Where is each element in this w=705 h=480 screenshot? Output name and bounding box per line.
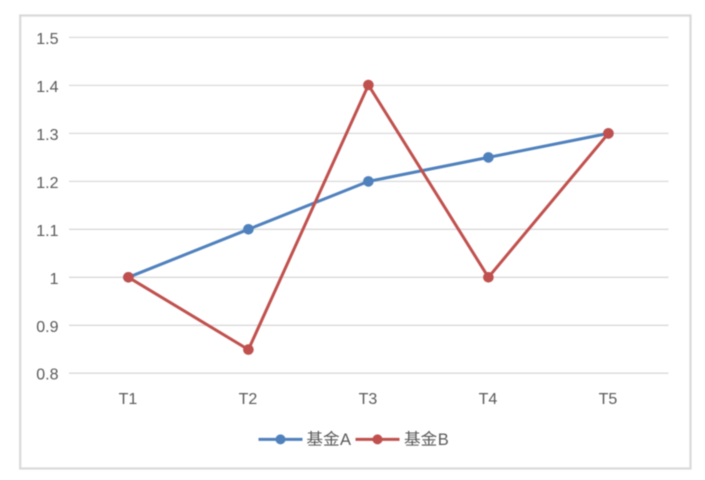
svg-text:0.9: 0.9 (36, 319, 58, 336)
svg-text:1.3: 1.3 (36, 127, 58, 144)
svg-text:1.1: 1.1 (36, 223, 58, 240)
svg-text:0.8: 0.8 (36, 367, 58, 384)
svg-text:B: B (438, 431, 449, 449)
svg-text:T5: T5 (599, 391, 618, 408)
svg-text:1: 1 (50, 271, 59, 288)
svg-text:A: A (340, 431, 351, 449)
svg-text:T1: T1 (119, 391, 138, 408)
svg-text:T2: T2 (239, 391, 258, 408)
svg-text:1.2: 1.2 (36, 175, 58, 192)
svg-text:T4: T4 (479, 391, 498, 408)
svg-text:1.5: 1.5 (36, 31, 58, 48)
svg-text:1.4: 1.4 (36, 79, 58, 96)
svg-text:T3: T3 (359, 391, 378, 408)
